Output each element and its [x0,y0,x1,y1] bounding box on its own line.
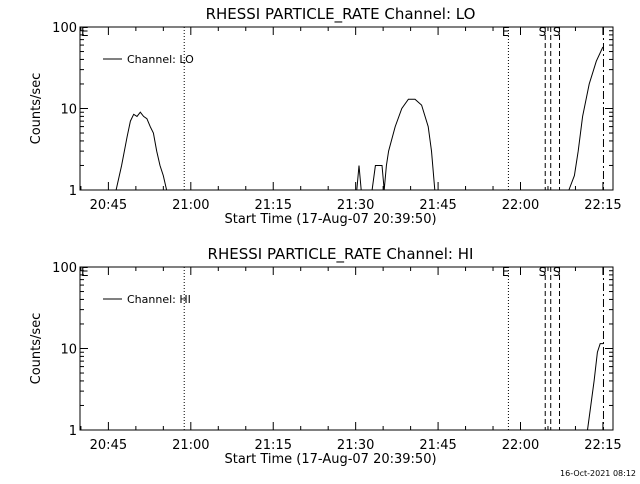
chart-panel-1: RHESSI PARTICLE_RATE Channel: HI 1 10 100 20… [29,245,622,467]
y-tick-label: 1 [69,184,77,199]
x-tick-label: 22:00 [502,438,539,453]
event-label: E [502,25,510,39]
event-label: S [553,25,561,39]
x-tick-label: 20:45 [90,198,127,213]
event-label: S [553,265,561,279]
event-label: E [81,25,89,39]
series-line-segment [115,111,168,191]
x-tick-label: 21:45 [419,438,456,453]
x-tick-label: 21:45 [419,198,456,213]
series-line-segment [371,98,436,191]
y-axis-label: Counts/sec [29,313,44,385]
y-tick-label: 100 [52,261,77,276]
y-axis-label: Counts/sec [29,73,44,145]
x-tick-label: 22:00 [502,198,539,213]
chart-title: RHESSI PARTICLE_RATE Channel: LO [206,5,476,24]
legend-label: Channel: LO [127,53,194,66]
x-tick-label: 21:15 [255,438,292,453]
event-label: S [539,265,547,279]
y-tick-label: 100 [52,21,77,36]
x-axis-label: Start Time (17-Aug-07 20:39:50) [224,452,436,467]
y-tick-label: 10 [60,103,77,118]
x-tick-label: 21:00 [172,198,209,213]
event-label: E [81,265,89,279]
x-tick-label: 22:15 [584,438,621,453]
event-label: E [502,265,510,279]
series-line-segment [356,165,362,191]
plot-frame [79,266,614,431]
chart-panel-0: RHESSI PARTICLE_RATE Channel: LO 1 10 100 20… [29,5,622,227]
legend-label: Channel: HI [127,293,191,306]
chart-title: RHESSI PARTICLE_RATE Channel: HI [208,245,474,264]
x-tick-label: 21:30 [337,198,374,213]
x-tick-label: 20:45 [90,438,127,453]
series-line-segment [568,46,604,191]
x-axis-label: Start Time (17-Aug-07 20:39:50) [224,212,436,227]
x-tick-label: 22:15 [584,198,621,213]
footer-timestamp: 16-Oct-2021 08:12 [560,469,636,478]
x-tick-label: 21:30 [337,438,374,453]
x-tick-label: 21:00 [172,438,209,453]
x-tick-label: 21:15 [255,198,292,213]
y-tick-label: 10 [60,343,77,358]
y-tick-label: 1 [69,424,77,439]
series-line-segment [587,343,604,431]
event-label: S [539,25,547,39]
